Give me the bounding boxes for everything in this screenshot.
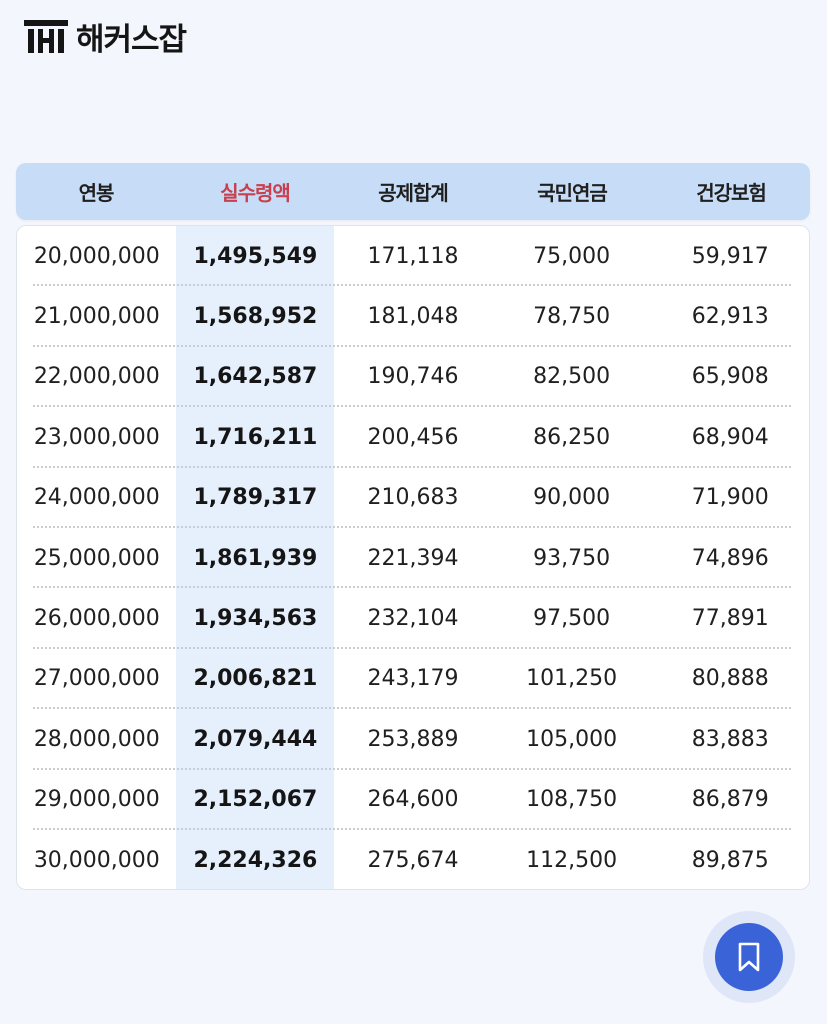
cell-health-insurance: 86,879 [691,787,769,813]
brand-logo[interactable]: 해커스잡 [22,14,187,59]
table-row: 30,000,000 2,224,326 275,674 112,500 89,875 [17,830,809,889]
cell-net-pay: 1,495,549 [193,243,318,269]
cell-total-deduction: 232,104 [367,606,459,632]
cell-national-pension: 112,500 [526,847,618,873]
cell-total-deduction: 221,394 [367,545,459,571]
cell-net-pay: 2,006,821 [193,666,318,692]
cell-health-insurance: 83,883 [691,726,769,752]
cell-salary: 20,000,000 [33,243,160,269]
cell-salary: 23,000,000 [33,424,160,450]
cell-total-deduction: 243,179 [367,666,459,692]
cell-total-deduction: 190,746 [367,364,459,390]
header-health-insurance: 건강보험 [696,181,767,205]
cell-national-pension: 101,250 [526,666,618,692]
cell-salary: 25,000,000 [33,545,160,571]
cell-national-pension: 82,500 [533,364,611,390]
cell-salary: 29,000,000 [33,787,160,813]
table-row: 28,000,000 2,079,444 253,889 105,000 83,883 [17,709,809,770]
cell-salary: 26,000,000 [33,606,160,632]
bookmark-button[interactable] [703,911,795,1003]
salary-table: 20,000,000 1,495,549 171,118 75,000 59,917 21… [16,225,810,890]
cell-net-pay: 2,079,444 [193,726,318,752]
cell-net-pay: 1,642,587 [193,364,318,390]
table-rows: 20,000,000 1,495,549 171,118 75,000 59,917 21… [17,226,809,889]
table-row: 23,000,000 1,716,211 200,456 86,250 68,904 [17,407,809,468]
bookmark-button-inner[interactable] [715,923,783,991]
cell-total-deduction: 275,674 [367,847,459,873]
hackers-logo-icon [24,19,68,53]
cell-net-pay: 2,152,067 [193,787,318,813]
cell-national-pension: 97,500 [533,606,611,632]
cell-national-pension: 78,750 [533,304,611,330]
cell-net-pay: 2,224,326 [193,847,318,873]
brand-name: 해커스잡 [76,22,187,58]
net-pay-column-highlight [176,226,334,889]
cell-net-pay: 1,789,317 [193,485,318,511]
cell-total-deduction: 264,600 [367,787,459,813]
cell-total-deduction: 200,456 [367,424,459,450]
cell-net-pay: 1,716,211 [193,424,318,450]
header-salary: 연봉 [78,181,115,205]
header-net-pay: 실수령액 [220,181,291,205]
cell-salary: 22,000,000 [33,364,160,390]
cell-health-insurance: 71,900 [691,485,769,511]
cell-national-pension: 75,000 [533,243,611,269]
table-row: 27,000,000 2,006,821 243,179 101,250 80,888 [17,649,809,710]
cell-health-insurance: 89,875 [691,847,769,873]
cell-salary: 21,000,000 [33,304,160,330]
table-row: 25,000,000 1,861,939 221,394 93,750 74,896 [17,528,809,589]
cell-total-deduction: 210,683 [367,485,459,511]
cell-net-pay: 1,568,952 [193,304,318,330]
table-row: 21,000,000 1,568,952 181,048 78,750 62,913 [17,286,809,348]
cell-national-pension: 90,000 [533,485,611,511]
table-row: 29,000,000 2,152,067 264,600 108,750 86,879 [17,770,809,831]
cell-national-pension: 108,750 [526,787,618,813]
table-row: 24,000,000 1,789,317 210,683 90,000 71,900 [17,468,809,529]
table-row: 20,000,000 1,495,549 171,118 75,000 59,917 [17,226,809,287]
cell-net-pay: 1,934,563 [193,606,318,632]
cell-national-pension: 105,000 [526,726,618,752]
cell-total-deduction: 171,118 [367,243,459,269]
table-row: 22,000,000 1,642,587 190,746 82,500 65,908 [17,347,809,408]
bookmark-icon [738,942,760,972]
cell-salary: 24,000,000 [33,485,160,511]
cell-health-insurance: 68,904 [691,424,769,450]
cell-national-pension: 93,750 [533,545,611,571]
cell-national-pension: 86,250 [533,424,611,450]
table-header: 연봉 실수령액 공제합계 국민연금 건강보험 [16,163,810,220]
cell-health-insurance: 74,896 [691,545,769,571]
cell-health-insurance: 80,888 [691,666,769,692]
cell-health-insurance: 59,917 [691,243,769,269]
cell-net-pay: 1,861,939 [193,545,318,571]
cell-health-insurance: 65,908 [691,364,769,390]
table-row: 26,000,000 1,934,563 232,104 97,500 77,891 [17,588,809,650]
cell-health-insurance: 77,891 [691,606,769,632]
cell-salary: 30,000,000 [33,847,160,873]
header-total-deduction: 공제합계 [378,181,449,205]
cell-total-deduction: 181,048 [367,304,459,330]
cell-salary: 28,000,000 [33,726,160,752]
cell-total-deduction: 253,889 [367,726,459,752]
cell-salary: 27,000,000 [33,666,160,692]
cell-health-insurance: 62,913 [691,304,769,330]
header-national-pension: 국민연금 [537,181,608,205]
